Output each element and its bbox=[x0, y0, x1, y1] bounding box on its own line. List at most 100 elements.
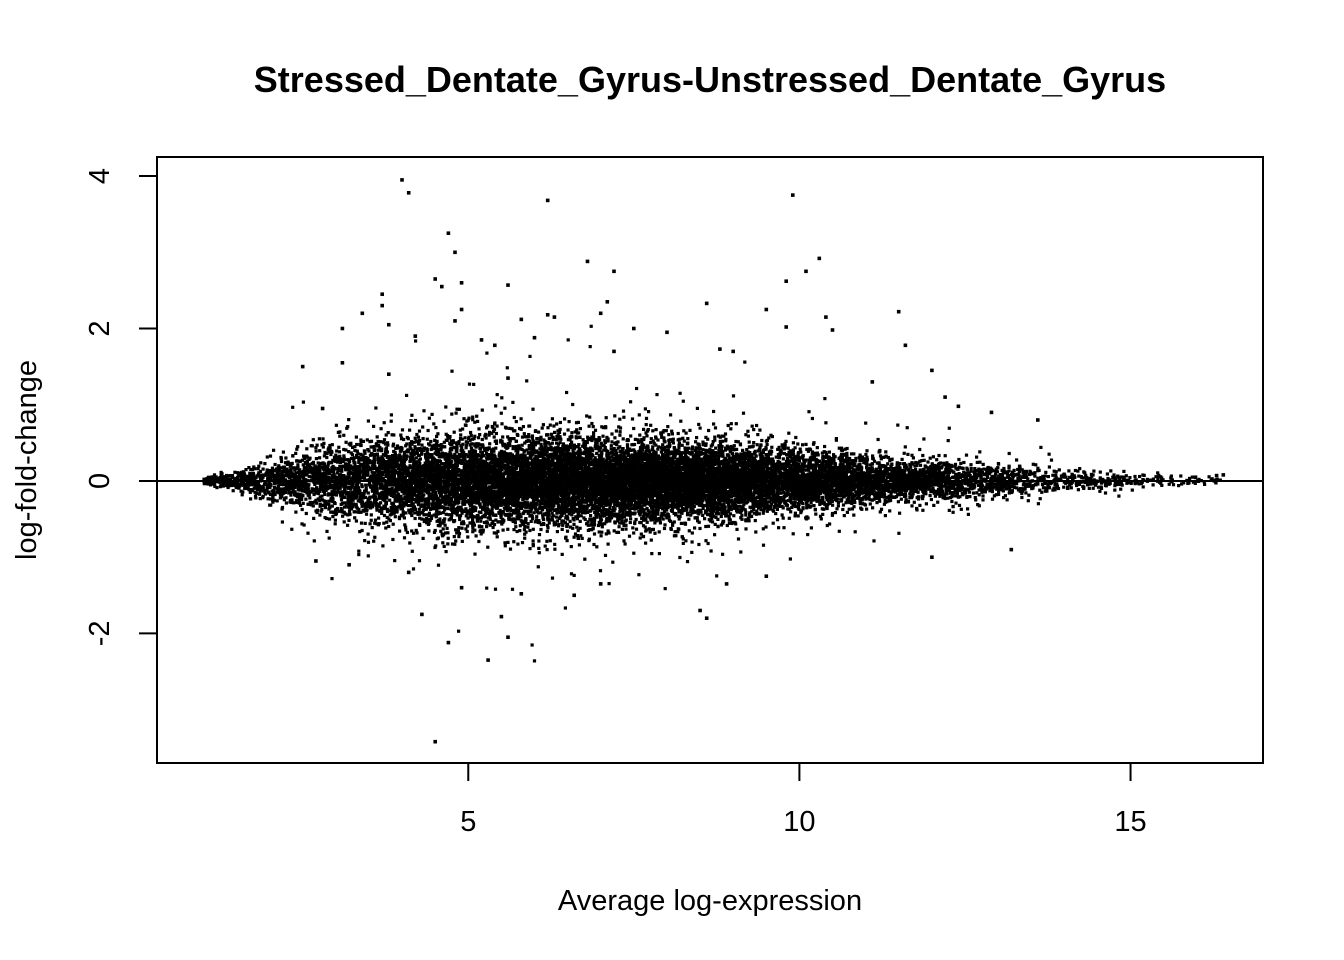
data-point bbox=[566, 438, 570, 442]
data-point bbox=[911, 492, 915, 496]
data-point bbox=[728, 518, 732, 522]
data-point bbox=[379, 440, 383, 444]
data-point bbox=[1000, 483, 1004, 487]
data-point bbox=[791, 448, 795, 452]
data-point bbox=[541, 423, 545, 427]
data-point bbox=[353, 449, 357, 453]
data-point bbox=[553, 449, 557, 453]
data-point bbox=[457, 407, 461, 411]
data-point bbox=[744, 460, 748, 464]
data-point bbox=[610, 455, 614, 459]
data-point bbox=[716, 494, 720, 498]
data-point bbox=[463, 473, 467, 477]
data-point bbox=[280, 469, 284, 473]
data-point bbox=[461, 427, 465, 431]
data-point bbox=[329, 452, 333, 457]
data-point bbox=[735, 447, 739, 451]
data-point bbox=[288, 464, 292, 468]
data-point bbox=[825, 523, 829, 528]
data-point bbox=[530, 436, 534, 440]
data-point bbox=[575, 517, 579, 521]
data-point bbox=[799, 509, 804, 513]
data-point bbox=[490, 511, 494, 515]
data-point bbox=[774, 512, 778, 516]
data-point bbox=[239, 480, 243, 485]
data-point bbox=[452, 535, 456, 539]
data-point bbox=[567, 420, 571, 424]
data-point bbox=[651, 439, 655, 443]
data-point bbox=[805, 447, 809, 451]
data-point bbox=[740, 517, 744, 521]
data-point bbox=[782, 494, 786, 498]
data-point bbox=[233, 470, 237, 474]
data-point bbox=[501, 517, 505, 521]
data-point bbox=[258, 492, 262, 496]
data-point bbox=[381, 487, 385, 491]
data-point bbox=[624, 527, 628, 531]
data-point bbox=[340, 464, 344, 468]
data-point bbox=[372, 501, 376, 505]
data-point bbox=[645, 520, 649, 524]
data-point bbox=[832, 453, 836, 457]
data-point bbox=[1119, 487, 1123, 491]
data-point bbox=[1122, 475, 1126, 479]
data-point bbox=[704, 435, 708, 439]
data-point bbox=[382, 438, 387, 442]
data-point bbox=[534, 467, 538, 471]
data-point bbox=[372, 539, 376, 543]
data-point bbox=[279, 459, 284, 464]
data-point bbox=[610, 432, 614, 436]
data-point bbox=[235, 471, 240, 475]
data-point bbox=[553, 501, 557, 505]
data-point bbox=[543, 468, 547, 473]
data-point bbox=[1074, 482, 1078, 486]
data-point bbox=[954, 472, 958, 476]
data-point bbox=[543, 445, 547, 450]
data-point bbox=[594, 438, 598, 442]
data-point bbox=[575, 428, 579, 432]
data-point bbox=[434, 506, 438, 510]
data-point bbox=[543, 452, 548, 456]
data-point bbox=[591, 449, 595, 453]
data-point bbox=[491, 525, 495, 530]
data-point bbox=[591, 425, 595, 429]
data-point bbox=[922, 458, 926, 462]
data-point bbox=[614, 429, 618, 433]
data-point bbox=[485, 351, 489, 355]
data-point bbox=[405, 442, 409, 446]
data-point bbox=[688, 462, 692, 466]
data-point bbox=[601, 434, 605, 438]
data-point bbox=[670, 432, 674, 436]
data-point bbox=[775, 507, 779, 511]
data-point bbox=[1002, 466, 1006, 471]
data-point bbox=[308, 500, 312, 504]
data-point bbox=[618, 430, 622, 434]
data-point bbox=[653, 531, 657, 535]
data-point bbox=[962, 460, 966, 465]
data-point bbox=[910, 453, 914, 457]
data-point bbox=[458, 428, 462, 432]
data-point bbox=[550, 432, 554, 436]
data-point bbox=[858, 502, 862, 506]
data-point bbox=[670, 452, 674, 456]
data-point bbox=[401, 512, 406, 516]
data-point bbox=[340, 510, 344, 514]
data-point bbox=[781, 457, 785, 461]
data-point bbox=[873, 493, 877, 497]
data-point bbox=[408, 541, 412, 545]
data-point bbox=[593, 510, 597, 515]
data-point bbox=[468, 443, 472, 447]
data-point bbox=[545, 539, 549, 543]
data-point bbox=[318, 487, 322, 491]
data-point bbox=[350, 490, 355, 495]
data-point bbox=[552, 424, 556, 428]
data-point bbox=[809, 504, 813, 508]
data-point bbox=[555, 434, 559, 439]
data-point bbox=[620, 527, 624, 531]
data-point bbox=[499, 515, 503, 519]
data-point bbox=[402, 536, 407, 540]
data-point bbox=[966, 512, 970, 516]
data-point bbox=[376, 461, 381, 465]
data-point bbox=[583, 464, 588, 468]
